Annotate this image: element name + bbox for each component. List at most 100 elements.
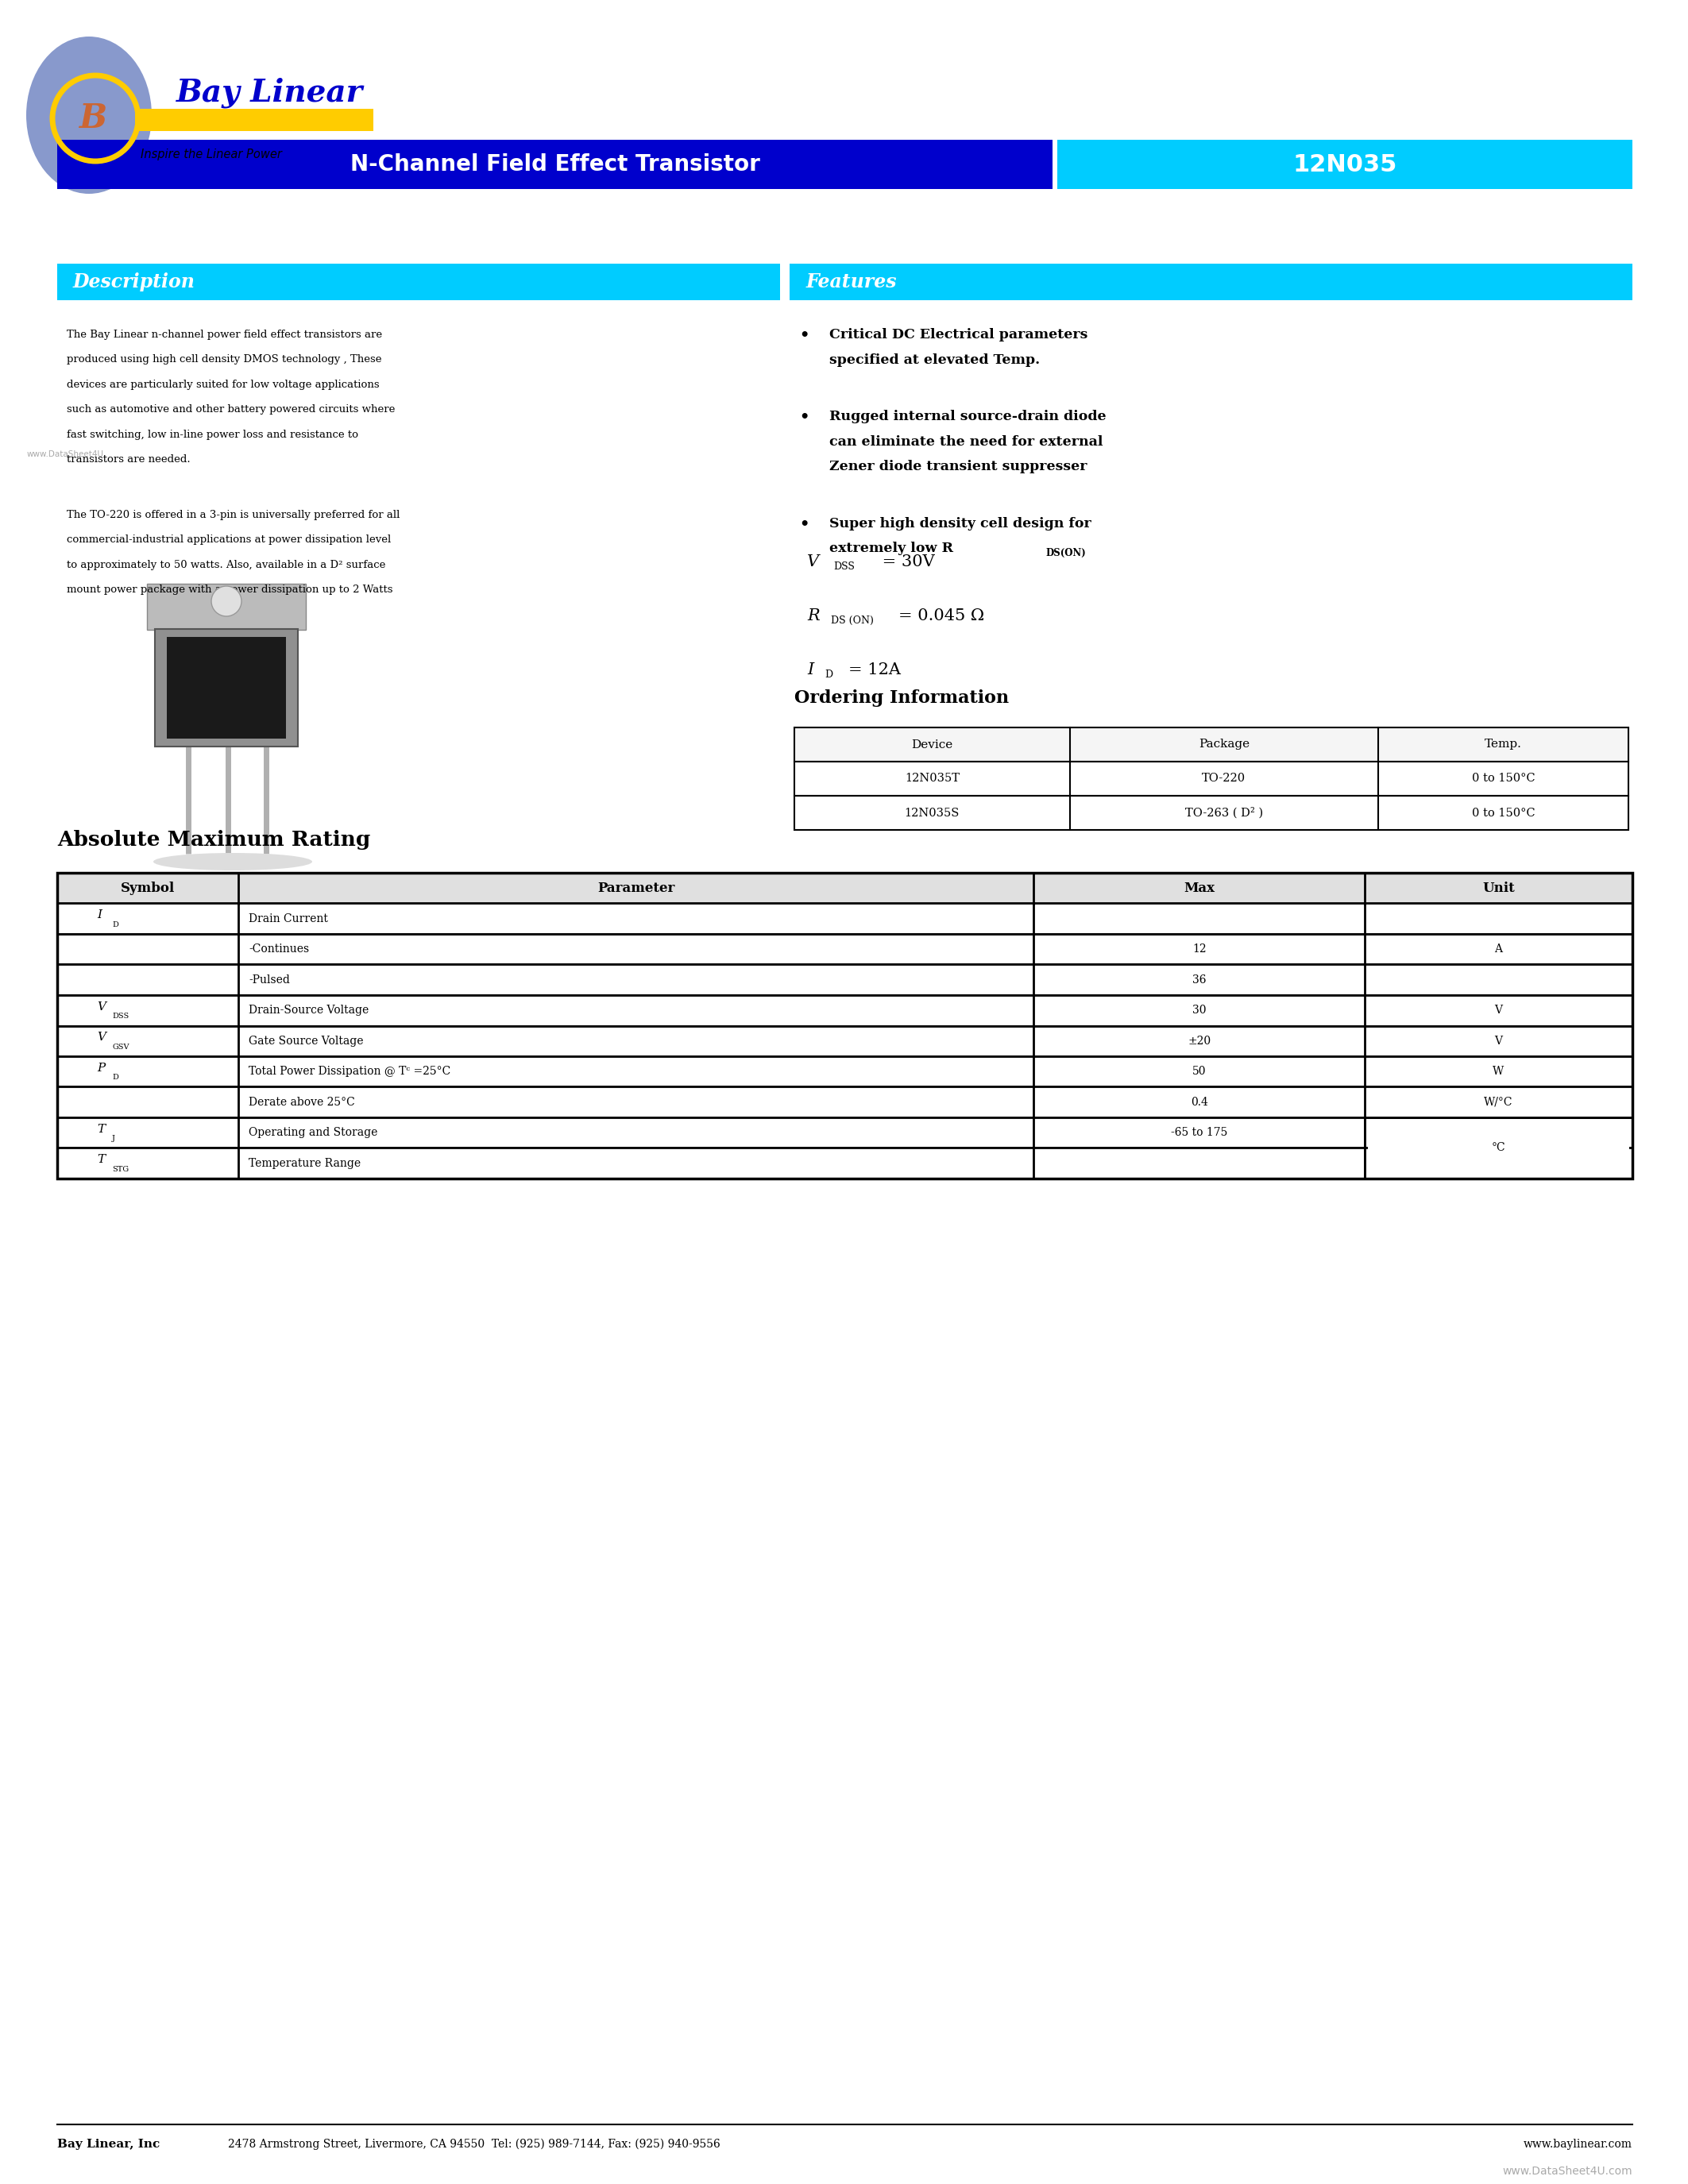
Text: Zener diode transient suppresser: Zener diode transient suppresser xyxy=(829,461,1087,474)
Bar xyxy=(167,638,285,738)
Text: Temperature Range: Temperature Range xyxy=(248,1158,361,1168)
Text: mount power package with a power dissipation up to 2 Watts: mount power package with a power dissipa… xyxy=(68,585,393,594)
Text: DSS: DSS xyxy=(834,561,854,572)
Bar xyxy=(57,140,1053,190)
Text: D: D xyxy=(825,670,832,679)
Text: Gate Source Voltage: Gate Source Voltage xyxy=(248,1035,363,1046)
Bar xyxy=(57,1088,1632,1118)
Text: Super high density cell design for: Super high density cell design for xyxy=(829,518,1092,531)
Text: such as automotive and other battery powered circuits where: such as automotive and other battery pow… xyxy=(68,404,395,415)
Text: Drain-Source Voltage: Drain-Source Voltage xyxy=(248,1005,368,1016)
Text: transistors are needed.: transistors are needed. xyxy=(68,454,191,465)
Text: •: • xyxy=(798,518,809,531)
Text: Features: Features xyxy=(805,273,896,290)
Text: STG: STG xyxy=(111,1166,128,1173)
Text: Inspire the Linear Power: Inspire the Linear Power xyxy=(140,149,282,162)
Text: 0 to 150°C: 0 to 150°C xyxy=(1472,773,1534,784)
Text: specified at elevated Temp.: specified at elevated Temp. xyxy=(829,354,1040,367)
Bar xyxy=(57,1118,1632,1149)
Text: = 0.045 Ω: = 0.045 Ω xyxy=(898,609,984,622)
Text: www.baylinear.com: www.baylinear.com xyxy=(1524,2138,1632,2149)
Bar xyxy=(795,762,1629,795)
Text: W/°C: W/°C xyxy=(1484,1096,1512,1107)
Text: The TO-220 is offered in a 3-pin is universally preferred for all: The TO-220 is offered in a 3-pin is univ… xyxy=(68,509,400,520)
Bar xyxy=(57,874,1632,1179)
Bar xyxy=(57,996,1632,1026)
Text: Bay Linear, Inc: Bay Linear, Inc xyxy=(57,2138,160,2149)
Text: Temp.: Temp. xyxy=(1485,738,1523,749)
Text: R: R xyxy=(807,609,820,622)
Text: Symbol: Symbol xyxy=(120,882,176,895)
Text: 12N035: 12N035 xyxy=(1293,153,1398,177)
Text: T: T xyxy=(96,1123,105,1136)
Text: •: • xyxy=(798,411,809,426)
Ellipse shape xyxy=(154,854,312,871)
Text: www.DataSheet4U.com: www.DataSheet4U.com xyxy=(1502,2167,1632,2177)
Bar xyxy=(57,965,1632,996)
Text: Absolute Maximum Rating: Absolute Maximum Rating xyxy=(57,830,370,850)
Text: Unit: Unit xyxy=(1482,882,1514,895)
Bar xyxy=(147,583,306,629)
Bar xyxy=(795,727,1629,762)
Text: D: D xyxy=(111,1075,118,1081)
Text: DS(ON): DS(ON) xyxy=(1045,548,1085,559)
Text: = 12A: = 12A xyxy=(849,662,901,677)
Bar xyxy=(57,935,1632,965)
Text: W: W xyxy=(1492,1066,1504,1077)
Text: ±20: ±20 xyxy=(1188,1035,1210,1046)
Text: Max: Max xyxy=(1183,882,1215,895)
Text: D: D xyxy=(111,922,118,928)
Bar xyxy=(57,1057,1632,1088)
Text: The Bay Linear n-channel power field effect transistors are: The Bay Linear n-channel power field eff… xyxy=(68,330,381,339)
Bar xyxy=(57,904,1632,935)
Text: T: T xyxy=(96,1153,105,1166)
Bar xyxy=(795,795,1629,830)
Bar xyxy=(790,264,1632,299)
Bar xyxy=(57,1149,1632,1179)
Text: TO-263 ( D² ): TO-263 ( D² ) xyxy=(1185,808,1263,819)
Text: 36: 36 xyxy=(1192,974,1207,985)
Bar xyxy=(57,874,1632,904)
Text: -Pulsed: -Pulsed xyxy=(248,974,290,985)
Text: -65 to 175: -65 to 175 xyxy=(1171,1127,1227,1138)
Text: A: A xyxy=(1494,943,1502,954)
Text: V: V xyxy=(807,555,819,570)
Bar xyxy=(57,1026,1632,1057)
Text: TO-220: TO-220 xyxy=(1202,773,1246,784)
Text: °C: °C xyxy=(1492,1142,1506,1153)
Text: I: I xyxy=(807,662,814,677)
Text: DS (ON): DS (ON) xyxy=(830,616,874,627)
Text: N-Channel Field Effect Transistor: N-Channel Field Effect Transistor xyxy=(349,153,760,175)
Text: extremely low R: extremely low R xyxy=(829,542,954,555)
Text: www.DataSheet4U: www.DataSheet4U xyxy=(27,450,105,459)
Text: B: B xyxy=(79,103,108,135)
Bar xyxy=(1367,1120,1629,1175)
Bar xyxy=(57,264,780,299)
Text: 2478 Armstrong Street, Livermore, CA 94550  Tel: (925) 989-7144, Fax: (925) 940-: 2478 Armstrong Street, Livermore, CA 945… xyxy=(228,2138,721,2149)
Bar xyxy=(1364,1118,1632,1179)
Text: 12N035T: 12N035T xyxy=(905,773,959,784)
Text: Parameter: Parameter xyxy=(598,882,675,895)
Text: Critical DC Electrical parameters: Critical DC Electrical parameters xyxy=(829,328,1087,341)
Text: -Continues: -Continues xyxy=(248,943,309,954)
Text: Package: Package xyxy=(1198,738,1249,749)
Text: 12N035S: 12N035S xyxy=(905,808,959,819)
Text: produced using high cell density DMOS technology , These: produced using high cell density DMOS te… xyxy=(68,354,381,365)
Text: DSS: DSS xyxy=(111,1013,128,1020)
Text: I: I xyxy=(96,909,101,922)
Text: to approximately to 50 watts. Also, available in a D² surface: to approximately to 50 watts. Also, avai… xyxy=(68,559,385,570)
Bar xyxy=(1057,140,1632,190)
Text: Device: Device xyxy=(912,738,952,749)
Text: Operating and Storage: Operating and Storage xyxy=(248,1127,378,1138)
Text: commercial-industrial applications at power dissipation level: commercial-industrial applications at po… xyxy=(68,535,392,544)
Text: V: V xyxy=(1494,1035,1502,1046)
Text: •: • xyxy=(798,328,809,343)
Text: Bay Linear: Bay Linear xyxy=(176,79,363,109)
Text: devices are particularly suited for low voltage applications: devices are particularly suited for low … xyxy=(68,380,380,389)
Text: 12: 12 xyxy=(1192,943,1207,954)
Text: 50: 50 xyxy=(1192,1066,1207,1077)
Circle shape xyxy=(211,585,241,616)
Text: Total Power Dissipation @ Tᶜ =25°C: Total Power Dissipation @ Tᶜ =25°C xyxy=(248,1066,451,1077)
Text: Derate above 25°C: Derate above 25°C xyxy=(248,1096,354,1107)
Text: V: V xyxy=(96,1000,106,1013)
